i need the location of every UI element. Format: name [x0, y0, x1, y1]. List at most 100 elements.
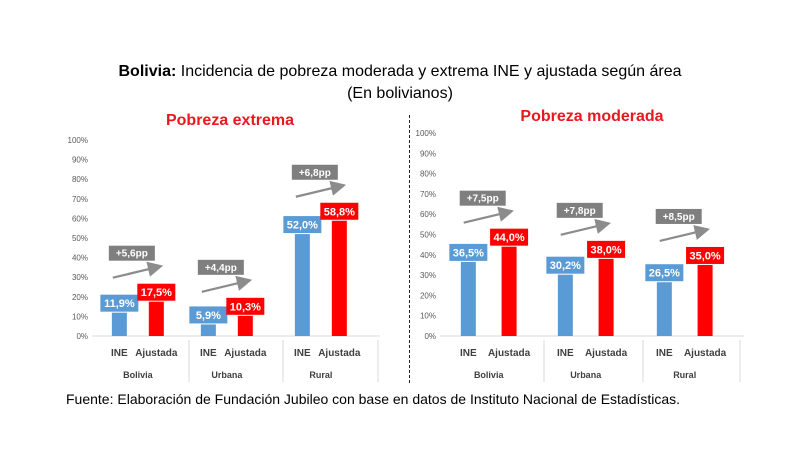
source-note: Fuente: Elaboración de Fundación Jubileo… — [66, 391, 681, 407]
delta-arrow — [112, 261, 164, 279]
delta-arrow — [659, 225, 710, 243]
bar-bolivia-ine — [111, 312, 127, 336]
y-tick-label: 20% — [420, 291, 436, 300]
data-label: 52,0% — [287, 220, 318, 232]
panel-title-moderada: Pobreza moderada — [520, 108, 664, 125]
delta-label: +7,5pp — [467, 194, 499, 205]
bar-bolivia-ine — [460, 261, 476, 336]
bar-rural-ajustada — [331, 220, 347, 336]
y-tick-label: 40% — [72, 254, 88, 263]
delta-box — [655, 208, 702, 224]
y-tick-label: 80% — [420, 170, 436, 179]
x-tick-label: Ajustada — [488, 348, 531, 359]
group-label-urbana: Urbana — [570, 370, 602, 380]
y-tick-label: 40% — [420, 251, 436, 260]
data-label-box — [100, 294, 139, 312]
y-tick-label: 10% — [420, 312, 436, 321]
x-tick-label: INE — [111, 348, 128, 359]
x-tick-label: INE — [656, 348, 673, 359]
y-tick-label: 0% — [76, 332, 88, 341]
y-tick-label: 100% — [416, 129, 436, 138]
bar-urbana-ajustada — [598, 258, 614, 336]
data-label-box — [449, 243, 488, 261]
data-label: 35,0% — [689, 250, 720, 262]
delta-label: +8,5pp — [663, 212, 695, 223]
data-label-box — [587, 240, 626, 258]
y-tick-label: 0% — [424, 332, 436, 341]
data-label: 58,8% — [324, 206, 355, 218]
y-tick-label: 50% — [420, 231, 436, 240]
delta-arrow — [201, 275, 253, 293]
x-tick-label: INE — [294, 348, 311, 359]
group-label-bolivia: Bolivia — [474, 370, 505, 380]
data-label: 11,9% — [104, 298, 135, 310]
bar-urbana-ine — [557, 274, 573, 336]
data-label-box — [137, 283, 176, 301]
delta-arrow — [295, 180, 347, 198]
data-label-box — [686, 246, 725, 264]
x-tick-label: Ajustada — [318, 348, 361, 359]
data-label: 10,3% — [230, 301, 261, 313]
delta-box — [556, 202, 603, 218]
data-label: 17,5% — [141, 287, 172, 299]
x-tick-label: Ajustada — [135, 348, 178, 359]
delta-label: +6,8pp — [299, 168, 331, 179]
bar-urbana-ajustada — [237, 315, 253, 336]
y-tick-label: 80% — [72, 175, 88, 184]
delta-arrow — [463, 206, 514, 224]
panel-divider — [409, 115, 410, 383]
data-label-box — [226, 297, 265, 315]
chart-subtitle: (En bolivianos) — [347, 85, 453, 102]
y-tick-label: 10% — [72, 312, 88, 321]
data-label-box — [490, 228, 529, 246]
delta-arrow — [560, 218, 611, 236]
data-label-box — [320, 202, 359, 220]
y-tick-label: 70% — [72, 195, 88, 204]
data-label: 5,9% — [196, 310, 221, 322]
group-label-bolivia: Bolivia — [123, 370, 154, 380]
data-label: 38,0% — [590, 244, 621, 256]
delta-box — [108, 245, 155, 261]
delta-label: +4,4pp — [205, 263, 237, 274]
delta-label: +5,6pp — [116, 249, 148, 260]
x-tick-label: INE — [200, 348, 217, 359]
data-label: 30,2% — [550, 260, 581, 272]
y-tick-label: 20% — [72, 293, 88, 302]
y-tick-label: 70% — [420, 190, 436, 199]
x-tick-label: Ajustada — [684, 348, 727, 359]
y-tick-label: 90% — [420, 149, 436, 158]
panel-title-extrema: Pobreza extrema — [165, 112, 295, 129]
group-label-rural: Rural — [673, 370, 696, 380]
y-tick-label: 60% — [420, 210, 436, 219]
title-country: Bolivia: — [118, 63, 177, 80]
data-label-box — [283, 216, 322, 234]
data-label-box — [645, 264, 684, 282]
y-tick-label: 90% — [72, 156, 88, 165]
title-text: Incidencia de pobreza moderada y extrema… — [176, 63, 682, 80]
bar-rural-ine — [656, 282, 672, 336]
group-label-rural: Rural — [309, 370, 332, 380]
data-label-box — [546, 256, 585, 274]
delta-box — [459, 190, 506, 206]
data-label-box — [189, 306, 228, 324]
group-label-urbana: Urbana — [211, 370, 243, 380]
bar-rural-ine — [294, 234, 310, 336]
data-label: 36,5% — [453, 247, 484, 259]
data-label: 44,0% — [493, 232, 524, 244]
bar-urbana-ine — [200, 324, 216, 336]
delta-box — [197, 259, 244, 275]
delta-box — [291, 164, 338, 180]
bar-rural-ajustada — [697, 264, 713, 336]
x-tick-label: INE — [460, 348, 477, 359]
y-tick-label: 30% — [420, 271, 436, 280]
bar-bolivia-ajustada — [148, 301, 164, 336]
bar-bolivia-ajustada — [501, 246, 517, 336]
y-tick-label: 100% — [68, 136, 88, 145]
y-tick-label: 30% — [72, 273, 88, 282]
data-label: 26,5% — [649, 268, 680, 280]
chart-title: Bolivia: Incidencia de pobreza moderada … — [0, 62, 800, 82]
x-tick-label: Ajustada — [224, 348, 267, 359]
y-tick-label: 60% — [72, 214, 88, 223]
delta-label: +7,8pp — [564, 206, 596, 217]
